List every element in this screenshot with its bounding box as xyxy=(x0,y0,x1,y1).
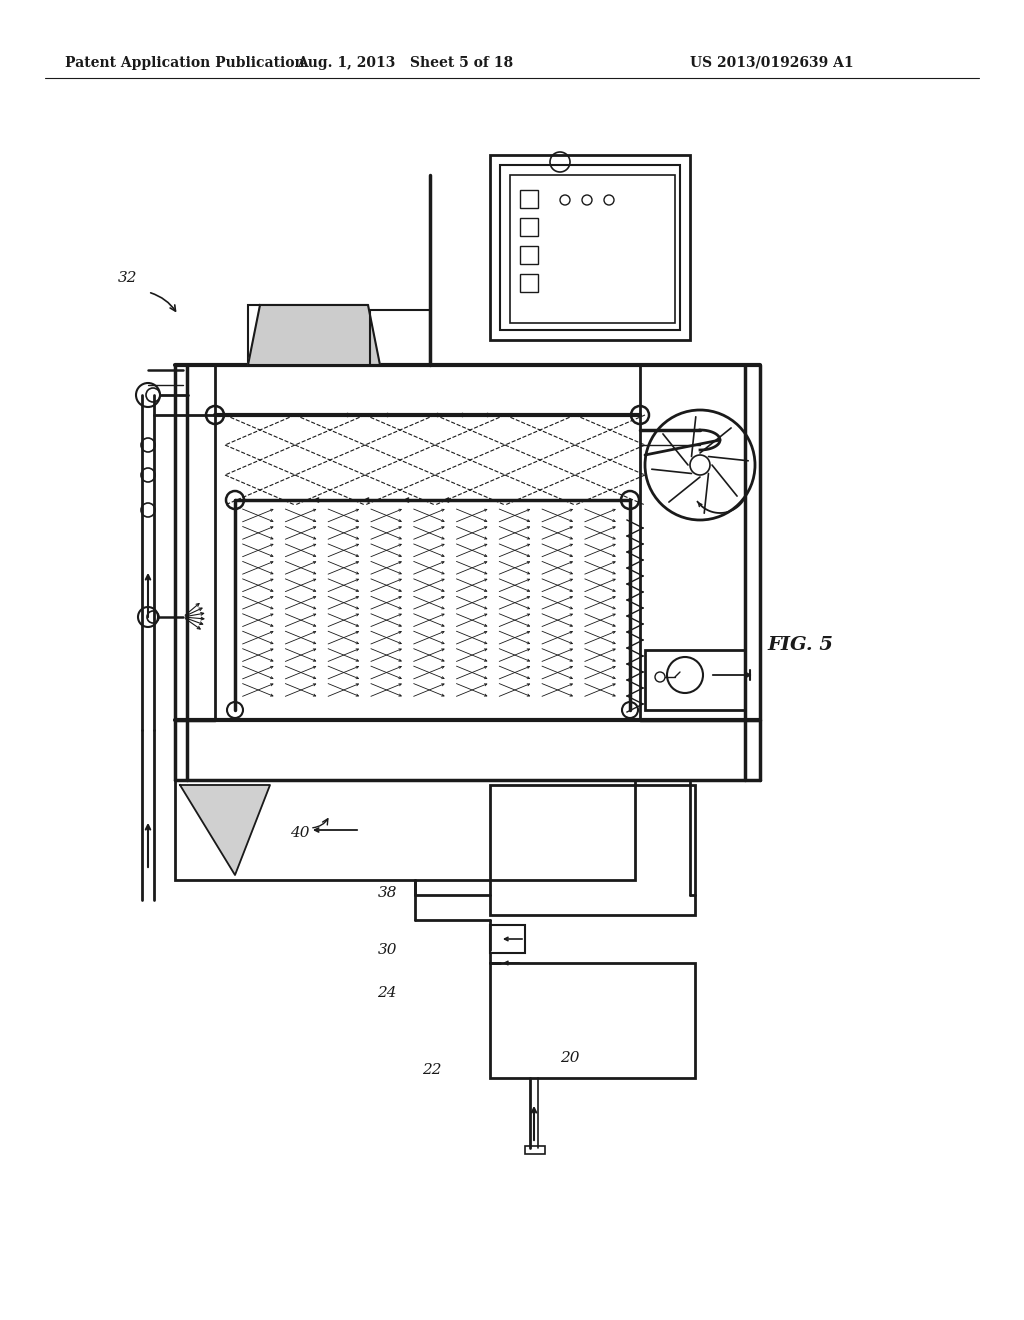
Text: US 2013/0192639 A1: US 2013/0192639 A1 xyxy=(690,55,854,70)
Bar xyxy=(500,165,680,330)
Text: 40: 40 xyxy=(290,826,309,840)
Text: 32: 32 xyxy=(118,271,138,285)
Bar xyxy=(490,785,695,915)
Bar xyxy=(490,964,695,1078)
Bar xyxy=(645,649,745,710)
Text: 38: 38 xyxy=(378,886,397,900)
Bar xyxy=(175,780,635,880)
Bar xyxy=(510,176,675,323)
Bar xyxy=(520,190,538,209)
Bar xyxy=(370,310,430,366)
Text: 24: 24 xyxy=(378,986,397,1001)
Bar xyxy=(520,218,538,236)
Text: Patent Application Publication: Patent Application Publication xyxy=(65,55,304,70)
Bar xyxy=(525,1146,545,1154)
Polygon shape xyxy=(180,785,270,875)
Bar xyxy=(520,246,538,264)
Polygon shape xyxy=(248,305,380,366)
Text: 22: 22 xyxy=(422,1063,441,1077)
Bar xyxy=(490,925,525,953)
Text: 30: 30 xyxy=(378,942,397,957)
Bar xyxy=(520,275,538,292)
Text: FIG. 5: FIG. 5 xyxy=(767,636,833,653)
Bar xyxy=(490,154,690,341)
Bar xyxy=(248,305,368,366)
Text: 20: 20 xyxy=(560,1051,580,1065)
Text: Aug. 1, 2013   Sheet 5 of 18: Aug. 1, 2013 Sheet 5 of 18 xyxy=(297,55,513,70)
